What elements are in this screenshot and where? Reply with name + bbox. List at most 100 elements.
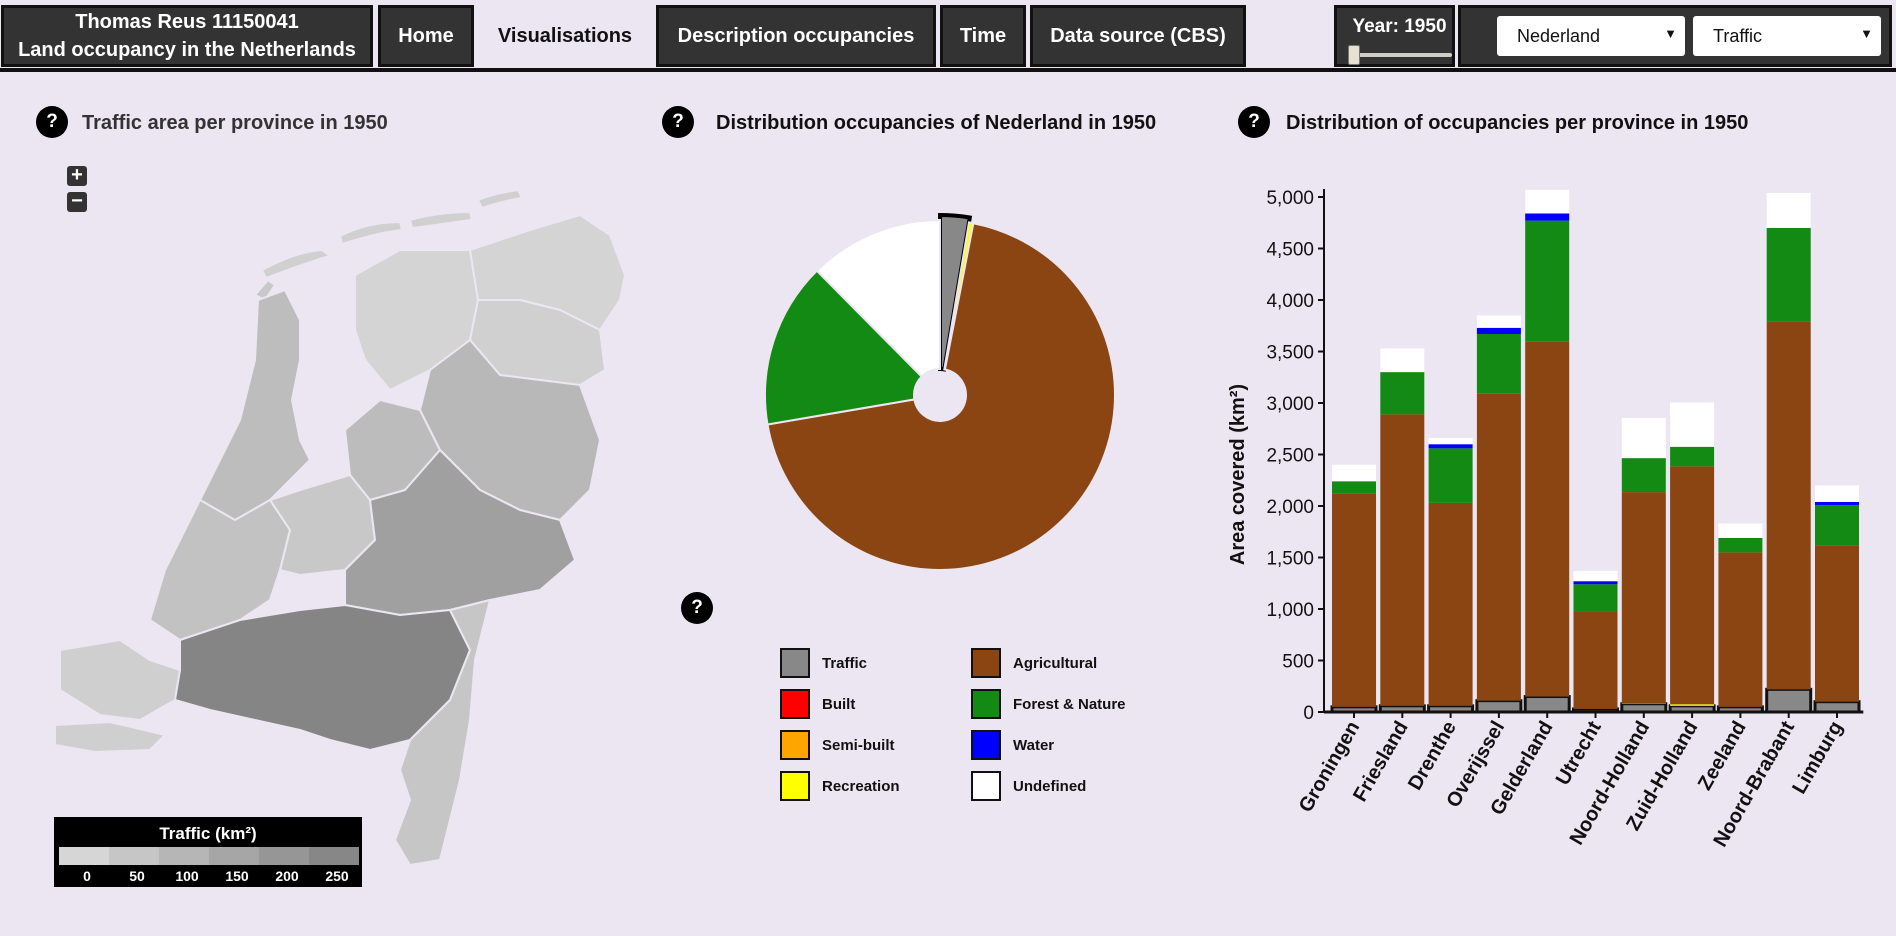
pie-chart[interactable] (750, 205, 1130, 585)
province-wadden-islands[interactable] (261, 249, 331, 279)
pie-slice-forest-nature[interactable] (764, 269, 924, 426)
pie-help-button[interactable]: ? (662, 106, 694, 138)
bar-segment-undefined[interactable] (1718, 523, 1763, 538)
pie-legend-item[interactable]: Water (971, 730, 1054, 760)
legend-swatch (780, 689, 810, 719)
bar-segment-forest-nature[interactable] (1476, 333, 1521, 394)
province-zeeland[interactable] (59, 639, 181, 721)
bar-segment-recreation[interactable] (1670, 704, 1715, 706)
zoom-out-button[interactable]: − (67, 191, 87, 212)
year-label: Year: 1950 (1352, 15, 1447, 37)
province-noord-holland[interactable] (199, 289, 311, 521)
bar-segment-forest-nature[interactable] (1380, 372, 1425, 415)
bar-segment-agricultural[interactable] (1670, 466, 1715, 705)
province-zeeland[interactable] (54, 721, 166, 753)
occupancy-type-select[interactable]: Traffic ▼ (1693, 16, 1881, 56)
bar-segment-traffic[interactable] (1813, 700, 1861, 714)
pie-legend-item[interactable]: Agricultural (971, 648, 1097, 678)
bar-segment-undefined[interactable] (1766, 192, 1811, 228)
bar-segment-forest-nature[interactable] (1428, 448, 1473, 503)
legend-swatch (971, 648, 1001, 678)
bar-segment-forest-nature[interactable] (1670, 446, 1715, 467)
legend-tick-label: 100 (175, 868, 199, 884)
bar-segment-traffic[interactable] (1765, 687, 1813, 714)
province-gelderland[interactable] (344, 449, 576, 616)
bar-segment-undefined[interactable] (1380, 348, 1425, 373)
bar-segment-agricultural[interactable] (1380, 414, 1425, 706)
site-brand[interactable]: Thomas Reus 11150041 Land occupancy in t… (1, 5, 373, 67)
y-tick-label: 0 (1303, 703, 1314, 724)
bar-segment-water[interactable] (1476, 327, 1521, 334)
pie-legend-item[interactable]: Recreation (780, 771, 900, 801)
nav-visualisations[interactable]: Visualisations (478, 5, 652, 67)
legend-swatch (780, 730, 810, 760)
pie-legend-label: Recreation (822, 777, 900, 795)
year-slider-thumb[interactable] (1347, 44, 1360, 65)
bar-segment-undefined[interactable] (1815, 485, 1859, 502)
pie-legend-item[interactable]: Forest & Nature (971, 689, 1126, 719)
bar-segment-undefined[interactable] (1525, 189, 1570, 214)
year-slider-track[interactable] (1347, 52, 1452, 57)
pie-legend-item[interactable]: Built (780, 689, 855, 719)
bar-segment-forest-nature[interactable] (1525, 220, 1570, 342)
region-select-value: Nederland (1517, 25, 1601, 46)
legend-swatch (971, 689, 1001, 719)
bar-segment-traffic[interactable] (1475, 699, 1523, 714)
bar-segment-agricultural[interactable] (1718, 552, 1763, 707)
bar-segment-forest-nature[interactable] (1621, 458, 1666, 493)
bar-segment-agricultural[interactable] (1428, 502, 1473, 706)
province-wadden-islands[interactable] (477, 189, 523, 209)
province-map[interactable] (40, 180, 640, 880)
bar-segment-agricultural[interactable] (1332, 493, 1376, 707)
bar-segment-forest-nature[interactable] (1718, 537, 1763, 553)
bar-segment-agricultural[interactable] (1573, 611, 1618, 709)
pie-slice-agricultural[interactable] (766, 222, 1116, 571)
bar-segment-water[interactable] (1525, 213, 1570, 221)
region-select[interactable]: Nederland ▼ (1497, 16, 1685, 56)
year-slider[interactable] (1347, 42, 1452, 65)
pie-legend-help-button[interactable]: ? (681, 592, 713, 624)
bar-segment-agricultural[interactable] (1476, 393, 1521, 701)
map-color-legend: Traffic (km²) 0 50 100 150 200 250 (54, 817, 362, 887)
nav-description-occupancies[interactable]: Description occupancies (656, 5, 936, 67)
nav-data-source[interactable]: Data source (CBS) (1030, 5, 1246, 67)
bar-segment-undefined[interactable] (1621, 417, 1666, 459)
nav-time[interactable]: Time (940, 5, 1026, 67)
y-tick-label: 2,500 (1266, 446, 1314, 467)
pie-legend-label: Undefined (1013, 777, 1087, 795)
province-wadden-islands[interactable] (409, 211, 473, 229)
bar-segment-undefined[interactable] (1332, 464, 1376, 482)
pie-legend-item[interactable]: Semi-built (780, 730, 895, 760)
brand-author: Thomas Reus 11150041 (75, 11, 299, 33)
nav-home[interactable]: Home (378, 5, 474, 67)
bar-segment-forest-nature[interactable] (1766, 227, 1811, 322)
pie-legend-item[interactable]: Undefined (971, 771, 1086, 801)
zoom-in-button[interactable]: + (67, 165, 87, 186)
map-legend-title: Traffic (km²) (159, 824, 257, 843)
map-help-button[interactable]: ? (36, 106, 68, 138)
bar-segment-traffic[interactable] (1523, 695, 1571, 714)
bar-segment-undefined[interactable] (1476, 315, 1521, 328)
bar-segment-water[interactable] (1573, 581, 1618, 585)
bar-help-button[interactable]: ? (1238, 106, 1270, 138)
pie-slice-undefined[interactable] (815, 218, 941, 378)
province-zuid-holland[interactable] (149, 499, 291, 641)
bar-segment-recreation[interactable] (1621, 703, 1666, 704)
bar-segment-agricultural[interactable] (1621, 492, 1666, 704)
bar-segment-forest-nature[interactable] (1332, 481, 1376, 494)
bar-segment-water[interactable] (1428, 444, 1473, 449)
bar-segment-forest-nature[interactable] (1573, 584, 1618, 612)
legend-swatch (780, 648, 810, 678)
bar-segment-agricultural[interactable] (1815, 545, 1859, 702)
bar-segment-water[interactable] (1815, 501, 1859, 505)
bar-segment-undefined[interactable] (1428, 438, 1473, 445)
bar-segment-agricultural[interactable] (1525, 341, 1570, 697)
legend-swatch (780, 771, 810, 801)
pie-legend-item[interactable]: Traffic (780, 648, 867, 678)
bar-segment-undefined[interactable] (1573, 570, 1618, 582)
bar-segment-forest-nature[interactable] (1815, 504, 1859, 546)
bar-segment-agricultural[interactable] (1766, 321, 1811, 690)
bar-segment-undefined[interactable] (1670, 402, 1715, 447)
province-limburg[interactable] (394, 599, 491, 866)
province-wadden-islands[interactable] (339, 221, 403, 245)
